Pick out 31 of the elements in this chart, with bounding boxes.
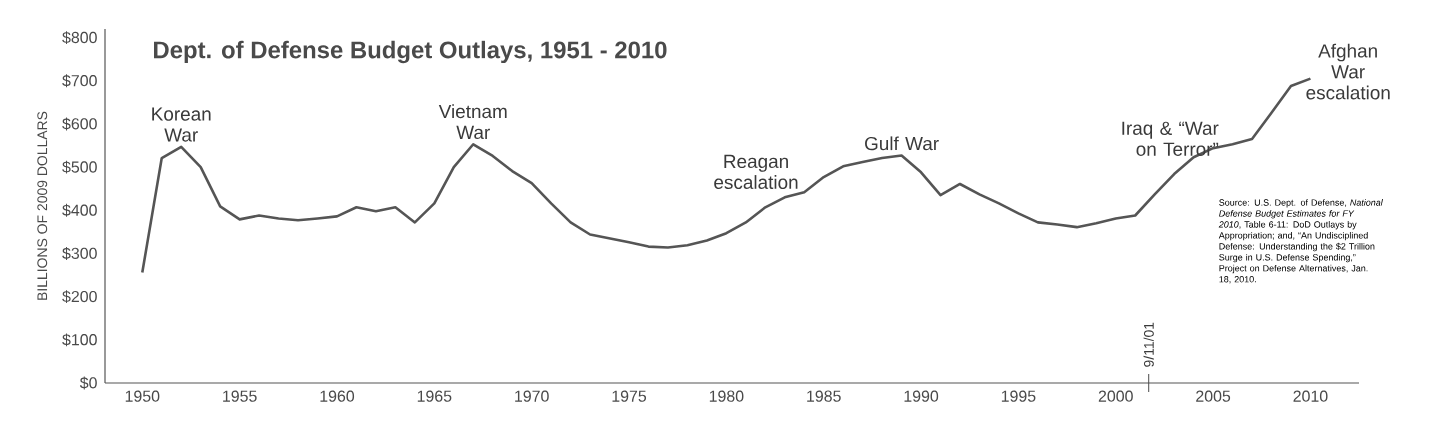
annotation: Gulf War [865, 136, 939, 151]
y-tick-label: $200 [62, 290, 97, 304]
y-tick-label: $300 [62, 247, 97, 260]
x-tick-label: 1990 [904, 390, 939, 402]
annotation: Reagan escalation [714, 154, 798, 189]
x-tick-label: 2000 [1098, 390, 1133, 402]
x-tick-label: 2005 [1196, 390, 1231, 402]
x-tick-label: 1950 [125, 390, 160, 402]
y-tick-label: $700 [62, 74, 97, 88]
x-tick-label: 1980 [709, 390, 744, 402]
text: Source: U.S. Dept. of Defense, National Defense Budget Estimates for FY 2010, Table 6-11: DoD Outlays by Appropriation; and, “An Undisciplined Defense: Understanding the $2 Trillion Surge in U.S. Defense Spending,” Project on Defense Alternatives, Jan. 18, 2010. [1218, 199, 1383, 284]
y-axis-title: BILLIONS OF 2009 DOLLARS [37, 111, 48, 300]
y-tick-label: $600 [62, 117, 97, 131]
y-tick-label: $800 [62, 31, 97, 45]
y-tick-label: $400 [62, 203, 97, 217]
x-tick-label: 1985 [807, 390, 841, 402]
y-tick-label: $500 [62, 160, 97, 174]
x-tick-label: 1995 [1001, 390, 1036, 402]
chart-title: Dept. of Defense Budget Outlays, 1951 - 2010 [154, 40, 667, 64]
annotation: Afghan War escalation [1306, 43, 1390, 100]
ref-line-label: 9/11/01 [1143, 322, 1154, 367]
x-tick-label: 1975 [612, 390, 647, 402]
x-tick-label: 1965 [417, 390, 452, 402]
x-tick-label: 1960 [320, 390, 355, 402]
y-tick-label: $100 [62, 333, 97, 347]
x-tick-label: 2010 [1293, 390, 1328, 402]
annotation: Korean War [152, 107, 211, 142]
x-tick-label: 1970 [515, 390, 549, 402]
x-tick-label: 1955 [223, 390, 257, 402]
annotation: Vietnam War [438, 104, 507, 140]
y-tick-label: $0 [79, 376, 97, 390]
